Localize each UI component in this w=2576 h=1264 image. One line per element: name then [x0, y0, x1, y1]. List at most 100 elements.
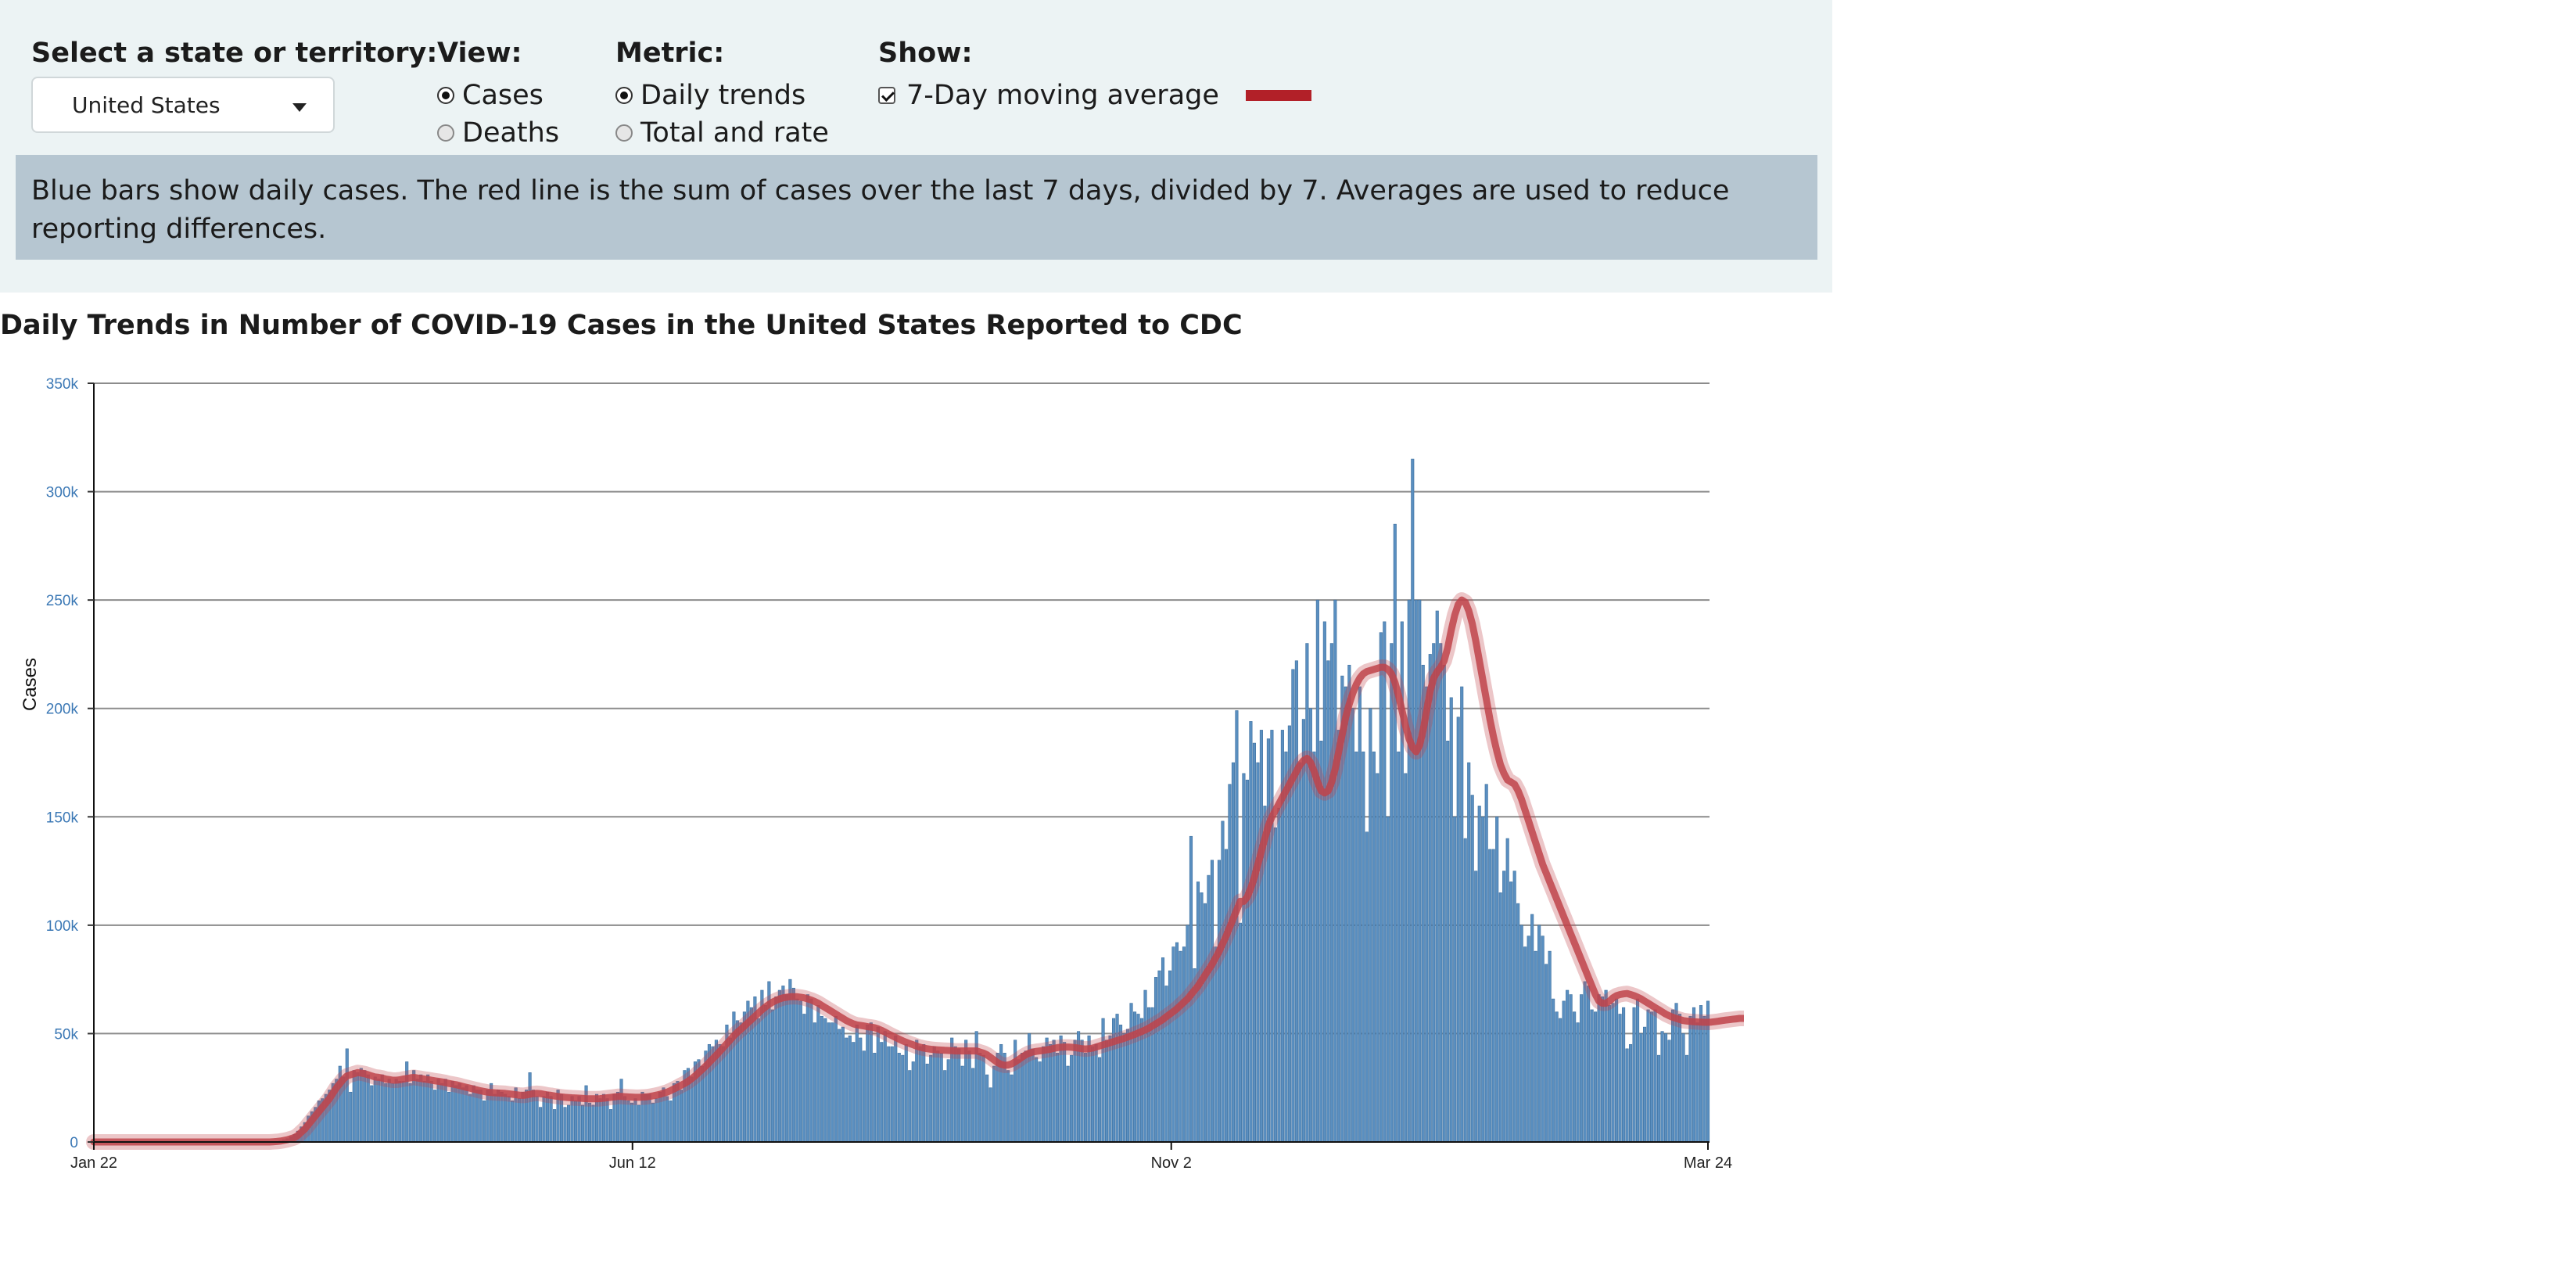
bar — [1611, 1003, 1615, 1143]
bar — [387, 1079, 391, 1143]
bar — [553, 1109, 557, 1143]
view-option-cases[interactable]: Cases — [437, 77, 559, 114]
x-tick-label: Mar 24 — [1684, 1154, 1732, 1172]
bar — [971, 1068, 975, 1143]
y-tick-label: 150k — [46, 810, 79, 826]
bar — [679, 1090, 683, 1143]
bar — [1566, 989, 1570, 1143]
chart-description: Blue bars show daily cases. The red line… — [16, 155, 1817, 260]
bar — [992, 1065, 996, 1143]
view-option-deaths[interactable]: Deaths — [437, 114, 559, 152]
bar — [1354, 751, 1358, 1143]
bar — [1646, 1009, 1650, 1143]
bar — [816, 1005, 820, 1143]
bar — [1006, 1070, 1010, 1143]
bar — [1636, 998, 1640, 1143]
bar — [1453, 816, 1457, 1143]
bar — [1351, 708, 1354, 1143]
bar — [908, 1070, 912, 1143]
bar — [394, 1079, 398, 1143]
bar — [1629, 1043, 1633, 1143]
bar — [925, 1063, 929, 1143]
bar — [1562, 1000, 1566, 1143]
bar — [1555, 1011, 1559, 1143]
bar — [1376, 773, 1379, 1143]
bar — [1238, 922, 1242, 1143]
bar — [1270, 730, 1274, 1143]
y-tick-label: 300k — [46, 485, 79, 501]
bar — [1056, 1053, 1060, 1143]
bar — [518, 1098, 522, 1143]
bar — [1583, 981, 1587, 1143]
gridlines — [94, 382, 1710, 1035]
bar — [1477, 806, 1481, 1143]
bar — [1277, 807, 1281, 1143]
bar — [946, 1059, 950, 1143]
bar — [1670, 1009, 1675, 1143]
radio-selected-icon[interactable] — [437, 87, 454, 104]
x-tick-label: Jun 12 — [609, 1154, 656, 1172]
bar — [1305, 643, 1309, 1143]
bar — [957, 1048, 961, 1143]
radio-icon[interactable] — [615, 124, 633, 142]
bar — [1439, 643, 1443, 1143]
bar — [813, 1022, 816, 1143]
bar — [873, 1053, 877, 1143]
bar — [802, 1014, 806, 1143]
bar — [1590, 1009, 1594, 1143]
bar — [580, 1104, 585, 1143]
bar — [1688, 1015, 1692, 1143]
state-select[interactable]: United States — [31, 77, 335, 133]
metric-option-daily-trends[interactable]: Daily trends — [615, 77, 829, 114]
bar — [1587, 986, 1591, 1143]
bar — [1597, 994, 1601, 1143]
bar — [345, 1048, 349, 1143]
checkbox-checked-icon[interactable] — [878, 87, 895, 104]
bar — [468, 1093, 472, 1143]
bar — [795, 998, 799, 1143]
bar — [637, 1104, 641, 1143]
bar — [1196, 882, 1200, 1143]
bar — [665, 1096, 669, 1143]
chart-title: Daily Trends in Number of COVID-19 Cases… — [0, 310, 1243, 341]
bar — [1273, 827, 1277, 1143]
bar — [1681, 1033, 1685, 1143]
bar — [852, 1042, 856, 1143]
bar — [1608, 1005, 1612, 1143]
bar — [1329, 643, 1333, 1143]
bar — [1481, 816, 1485, 1143]
bar — [887, 1046, 891, 1143]
bar — [820, 1015, 823, 1143]
bar — [1084, 1053, 1088, 1143]
moving-average-toggle[interactable]: 7-Day moving average — [878, 77, 1311, 114]
bar — [721, 1046, 725, 1143]
bar — [862, 1050, 866, 1143]
bar — [988, 1087, 992, 1143]
bar — [447, 1091, 451, 1143]
bar — [929, 1054, 933, 1143]
view-option-label: Cases — [462, 80, 544, 111]
bar — [774, 996, 778, 1143]
bar — [1527, 935, 1530, 1143]
bar — [1098, 1057, 1102, 1143]
radio-selected-icon[interactable] — [615, 87, 633, 104]
bar — [848, 1035, 852, 1143]
bar — [398, 1081, 402, 1143]
bar — [1390, 643, 1394, 1143]
state-select-value: United States — [72, 92, 221, 118]
metric-option-total-and-rate[interactable]: Total and rate — [615, 114, 829, 152]
y-axis-label: Cases — [20, 658, 41, 711]
bar — [1615, 998, 1619, 1143]
bar — [1505, 838, 1509, 1143]
bar — [507, 1096, 511, 1143]
bar — [373, 1076, 377, 1143]
x-tick-label: Jan 22 — [70, 1154, 117, 1172]
bar — [1312, 751, 1316, 1143]
bar — [918, 1046, 922, 1143]
x-axis-ticks: Jan 22 Jun 12 Nov 2 Mar 24 — [70, 1142, 1732, 1172]
bar — [1411, 458, 1415, 1143]
radio-icon[interactable] — [437, 124, 454, 142]
bar — [791, 987, 795, 1143]
bar — [1298, 762, 1302, 1143]
bar — [1108, 1035, 1112, 1143]
